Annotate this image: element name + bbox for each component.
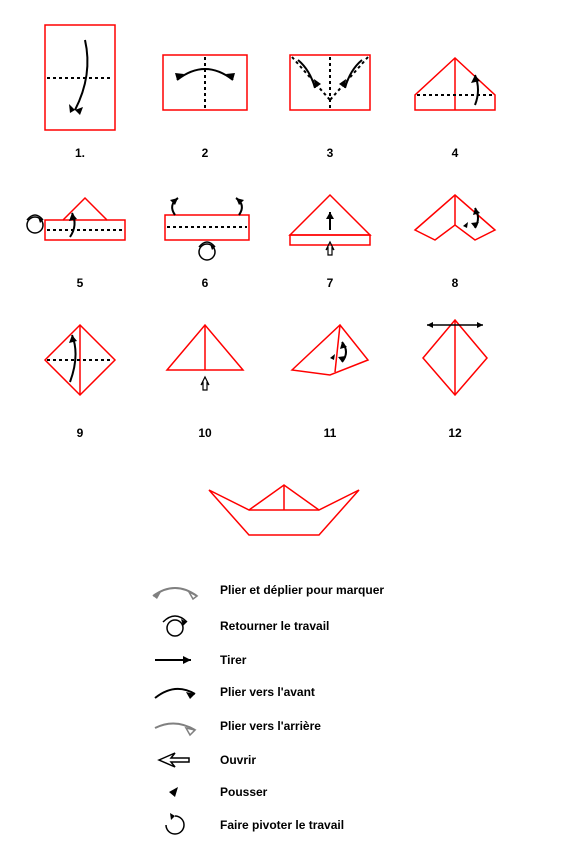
step-6: 6 (155, 170, 255, 290)
legend-label: Ouvrir (220, 753, 256, 767)
legend-row-fold-backward: Plier vers l'arrière (140, 714, 567, 738)
step-4: 4 (405, 20, 505, 160)
legend-label: Plier vers l'avant (220, 685, 315, 699)
legend-label: Faire pivoter le travail (220, 818, 344, 832)
turn-over-icon (140, 612, 210, 640)
step-label: 10 (198, 426, 211, 440)
step-label: 11 (324, 426, 337, 440)
rotate-icon (140, 812, 210, 838)
legend-label: Pousser (220, 785, 267, 799)
legend-label: Retourner le travail (220, 619, 329, 633)
step-label: 5 (77, 276, 84, 290)
step-label: 3 (327, 146, 334, 160)
step-7: 7 (280, 170, 380, 290)
step-8: 8 (405, 170, 505, 290)
legend-label: Plier vers l'arrière (220, 719, 321, 733)
fold-backward-icon (140, 714, 210, 738)
legend-label: Plier et déplier pour marquer (220, 583, 384, 597)
step-label: 1. (75, 146, 85, 160)
step-label: 9 (77, 426, 84, 440)
step-12: 12 (405, 300, 505, 440)
step-label: 6 (202, 276, 209, 290)
step-label: 12 (448, 426, 461, 440)
legend-row-turn-over: Retourner le travail (140, 612, 567, 640)
step-11: 11 (280, 300, 380, 440)
legend: Plier et déplier pour marquer Retourner … (0, 578, 567, 868)
legend-row-open: Ouvrir (140, 748, 567, 772)
legend-row-fold-forward: Plier vers l'avant (140, 680, 567, 704)
step-1: 1. (30, 20, 130, 160)
step-label: 8 (452, 276, 459, 290)
step-5: 5 (30, 170, 130, 290)
open-icon (140, 748, 210, 772)
legend-row-push: Pousser (140, 782, 567, 802)
final-shape (0, 465, 567, 558)
step-3: 3 (280, 20, 380, 160)
legend-label: Tirer (220, 653, 246, 667)
pull-icon (140, 650, 210, 670)
fold-unfold-icon (140, 578, 210, 602)
step-label: 4 (452, 146, 459, 160)
step-10: 10 (155, 300, 255, 440)
step-2: 2 (155, 20, 255, 160)
steps-grid: 1. 2 3 (0, 0, 567, 450)
fold-forward-icon (140, 680, 210, 704)
legend-row-rotate: Faire pivoter le travail (140, 812, 567, 838)
step-9: 9 (30, 300, 130, 440)
step-label: 2 (202, 146, 209, 160)
step-label: 7 (327, 276, 334, 290)
legend-row-pull: Tirer (140, 650, 567, 670)
push-icon (140, 782, 210, 802)
legend-row-fold-unfold: Plier et déplier pour marquer (140, 578, 567, 602)
